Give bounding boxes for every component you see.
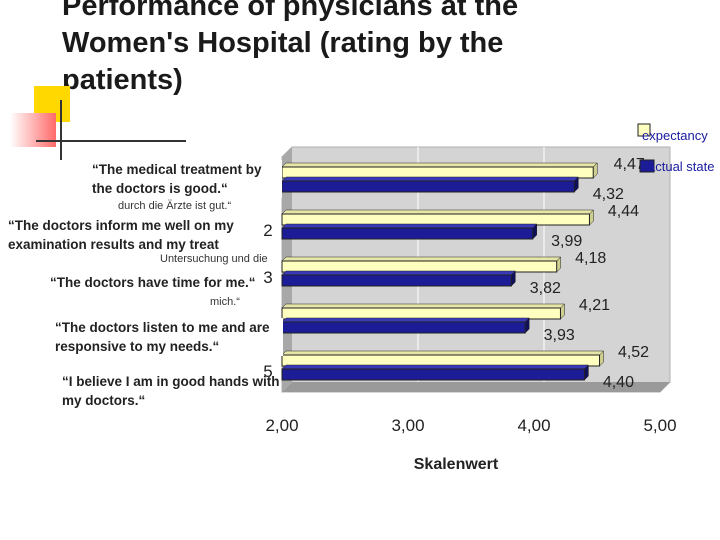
statement-4: “The doctors listen to me and are respon… bbox=[55, 318, 283, 356]
x-axis-label: Skalenwert bbox=[414, 456, 499, 473]
expectation-bar bbox=[281, 307, 561, 320]
background-fragment: Untersuchung und die bbox=[160, 253, 268, 265]
bar-top-face bbox=[281, 162, 598, 168]
bar-top-face bbox=[281, 317, 530, 323]
legend-label-expectancy: expectancy bbox=[642, 128, 708, 143]
y-tick-label: 5 bbox=[263, 362, 272, 381]
horizontal-rule-decoration bbox=[36, 140, 186, 142]
bar-top-face bbox=[281, 256, 562, 262]
x-tick-label: 5,00 bbox=[643, 416, 676, 435]
page-title: Performance of physicians at the Women's… bbox=[62, 0, 519, 96]
expectation-bar bbox=[281, 213, 590, 226]
y-tick-label: 3 bbox=[263, 268, 272, 287]
value-label: 3,99 bbox=[551, 233, 582, 250]
expectation-bar bbox=[281, 166, 594, 179]
value-label: 4,21 bbox=[579, 297, 610, 314]
value-label: 4,52 bbox=[618, 344, 649, 361]
x-tick-label: 3,00 bbox=[391, 416, 424, 435]
background-fragment: mich.“ bbox=[210, 296, 240, 308]
statement-1: “The medical treatment by the doctors is… bbox=[92, 160, 282, 198]
actual-state-bar bbox=[281, 227, 534, 240]
value-label: 4,32 bbox=[593, 186, 624, 203]
legend-label-actual-state: actual state bbox=[648, 159, 715, 174]
value-label: 3,82 bbox=[530, 280, 561, 297]
bar-top-face bbox=[281, 209, 595, 215]
value-label: 3,93 bbox=[544, 327, 575, 344]
actual-state-bar bbox=[281, 274, 512, 287]
x-tick-label: 2,00 bbox=[265, 416, 298, 435]
y-tick-label: 2 bbox=[263, 221, 272, 240]
actual-state-bar bbox=[281, 368, 585, 381]
value-label: 4,47 bbox=[614, 156, 645, 173]
bar-top-face bbox=[281, 303, 566, 309]
plot-floor bbox=[282, 382, 670, 392]
value-label: 4,18 bbox=[575, 250, 606, 267]
actual-state-bar bbox=[281, 321, 526, 334]
background-fragment: durch die Ärzte ist gut.“ bbox=[118, 200, 232, 212]
statement-3: “The doctors have time for me.“ bbox=[50, 275, 256, 290]
legend-swatch-actual-state bbox=[639, 159, 655, 173]
statement-5: “I believe I am in good hands with my do… bbox=[62, 374, 280, 408]
value-label: 4,40 bbox=[603, 374, 634, 391]
actual-state-bar bbox=[281, 180, 575, 193]
expectation-bar bbox=[281, 260, 558, 273]
bar-top-face bbox=[281, 223, 538, 229]
bar-top-face bbox=[281, 350, 605, 356]
value-label: 4,44 bbox=[608, 203, 639, 220]
vertical-rule-decoration bbox=[60, 100, 62, 160]
bar-top-face bbox=[281, 176, 579, 182]
bar-top-face bbox=[281, 364, 590, 370]
expectation-bar bbox=[281, 354, 601, 367]
x-tick-label: 4,00 bbox=[517, 416, 550, 435]
legend-swatch-expectancy bbox=[637, 123, 651, 137]
bar-top-face bbox=[281, 270, 516, 276]
statement-2: “The doctors inform me well on my examin… bbox=[8, 218, 234, 252]
